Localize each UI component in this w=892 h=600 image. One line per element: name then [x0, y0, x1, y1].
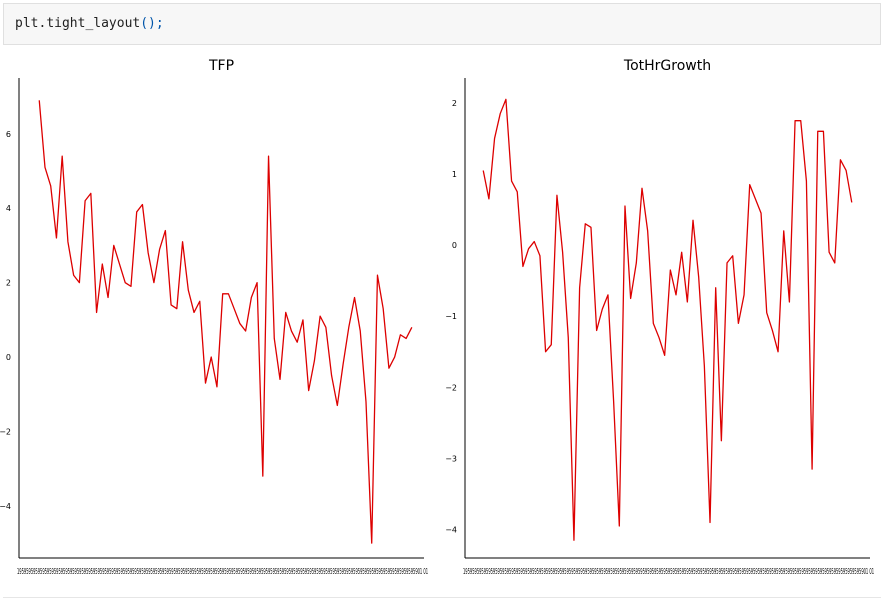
chart-title: TotHrGrowth [623, 58, 711, 74]
y-tick-label: 0 [6, 353, 11, 362]
series-line [38, 100, 413, 544]
series-line [482, 98, 853, 541]
code-call: (); [140, 16, 164, 31]
code-line: plt.tight_layout(); [15, 16, 164, 31]
y-tick-label: 6 [6, 130, 11, 139]
x-tick-labels: 1959595959595959595959595959595959595959… [463, 567, 874, 576]
y-tick-label: 4 [6, 204, 11, 213]
chart-panel-2: TotHrGrowth −4 −3 −2 −1 0 1 2 195959595959595959… [445, 58, 874, 576]
y-tick-label: −2 [445, 383, 457, 392]
code-method: tight_layout [46, 16, 141, 31]
y-tick-label: 1 [452, 170, 457, 179]
y-tick-label: −3 [445, 454, 457, 463]
y-tick-label: −4 [0, 502, 11, 511]
chart-title: TFP [208, 58, 234, 74]
y-tick-label: −2 [0, 427, 11, 436]
y-tick-label: 2 [6, 279, 11, 288]
chart-panel-1: TFP −4 −2 0 2 4 6 19595959595959595959595959595… [0, 58, 428, 576]
code-cell[interactable]: plt.tight_layout(); [3, 3, 881, 45]
y-tick-label: −4 [445, 526, 457, 535]
y-tick-label: 0 [452, 241, 457, 250]
y-tick-label: 2 [452, 99, 457, 108]
y-tick-label: −1 [445, 312, 457, 321]
cell-divider [3, 597, 881, 598]
charts-figure: TFP −4 −2 0 2 4 6 19595959595959595959595959595… [0, 58, 874, 576]
code-object: plt [15, 16, 39, 31]
x-tick-labels: 1959595959595959595959595959595959595959… [17, 567, 428, 576]
output-area: TFP −4 −2 0 2 4 6 19595959595959595959595959595… [0, 46, 892, 596]
